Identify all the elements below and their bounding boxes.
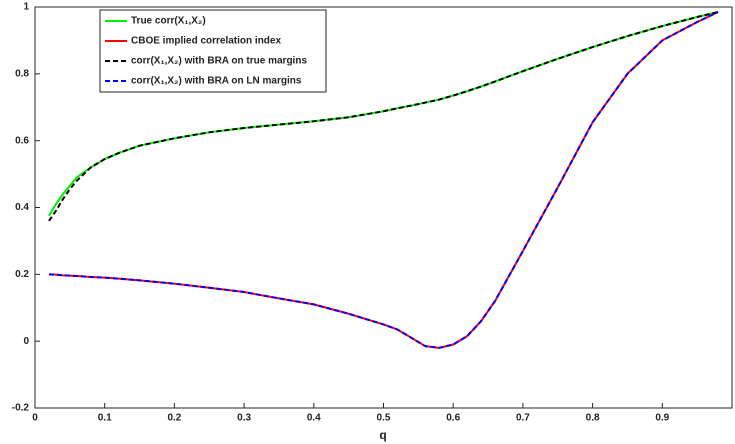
x-tick-label: 0.1	[98, 413, 112, 424]
legend-box	[99, 9, 327, 93]
x-tick-label: 0.8	[586, 413, 600, 424]
y-tick-label: 0.4	[15, 202, 29, 213]
series-line	[48, 11, 719, 349]
x-tick-label: 0.7	[516, 413, 530, 424]
x-tick-label: 0.3	[237, 413, 251, 424]
y-tick-label: 0	[23, 336, 29, 347]
series-line	[48, 11, 719, 222]
x-tick-label: 0.9	[655, 413, 669, 424]
x-tick-label: 0.2	[167, 413, 181, 424]
x-tick-label: 0	[32, 413, 38, 424]
x-tick-label: 0.6	[446, 413, 460, 424]
legend-label: True corr(X₁,X₂)	[131, 16, 206, 27]
y-tick-label: 0.8	[15, 68, 29, 79]
legend-label: corr(X₁,X₂) with BRA on true margins	[131, 56, 307, 67]
legend-label: corr(X₁,X₂) with BRA on LN margins	[131, 76, 302, 87]
y-tick-label: 1	[23, 2, 29, 13]
x-axis-label: q	[379, 428, 386, 442]
y-tick-label: 0.6	[15, 135, 29, 146]
y-tick-label: 0.2	[15, 269, 29, 280]
x-tick-label: 0.5	[377, 413, 391, 424]
y-tick-label: -0.2	[12, 403, 30, 414]
legend-label: CBOE implied correlation index	[131, 36, 281, 47]
x-tick-label: 0.4	[307, 413, 321, 424]
